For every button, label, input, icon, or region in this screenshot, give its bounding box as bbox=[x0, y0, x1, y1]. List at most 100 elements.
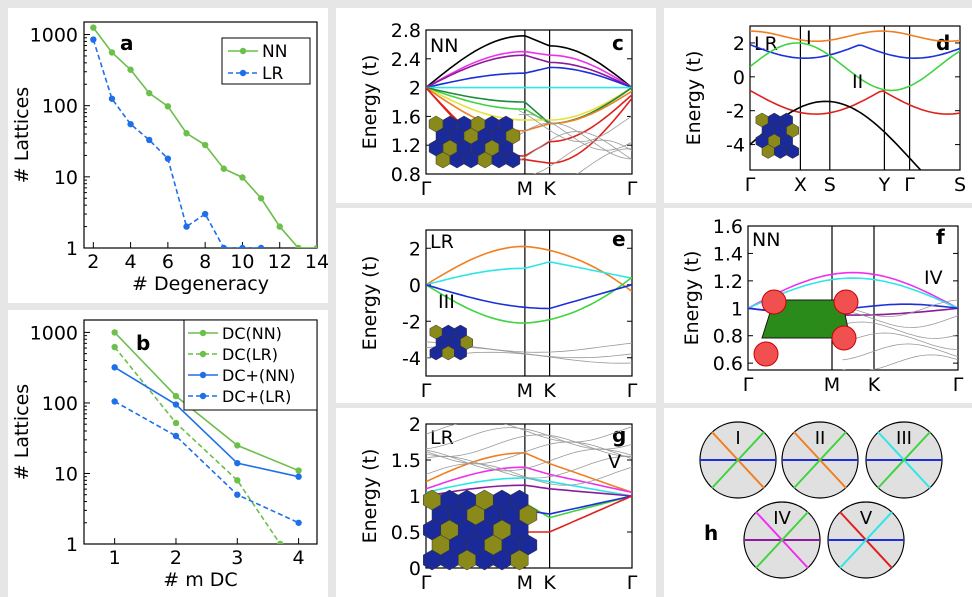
data-point bbox=[146, 89, 153, 97]
series-line bbox=[92, 39, 262, 248]
data-point bbox=[183, 130, 190, 137]
band-line-grey bbox=[426, 455, 632, 479]
y-tick-label: 1.6 bbox=[391, 106, 421, 128]
panel-c: 0.8 1.2 1.6 2 2.4 2.8 Γ M K Γ Energy (t) c NN bbox=[359, 20, 638, 200]
band-line bbox=[426, 66, 632, 89]
y-tick-label: 0 bbox=[733, 67, 745, 89]
panel-letter: g bbox=[612, 423, 626, 447]
kagome-inset bbox=[753, 289, 859, 367]
band-line bbox=[426, 245, 632, 293]
band-line bbox=[750, 30, 960, 42]
band-line-grey bbox=[518, 122, 632, 160]
band-line-grey bbox=[533, 139, 632, 174]
x-tick-label: M bbox=[517, 572, 533, 594]
y-tick-label: 1 bbox=[66, 238, 78, 260]
x-tick-label: K bbox=[543, 380, 556, 402]
x-tick-label: M bbox=[824, 374, 840, 396]
x-axis-label: # m DC bbox=[163, 569, 237, 591]
annotation-label: IV bbox=[924, 267, 943, 289]
legend-marker bbox=[239, 69, 247, 77]
lattice-site bbox=[753, 341, 779, 367]
y-tick-label: 1.5 bbox=[391, 450, 421, 472]
y-axis-label: Energy (t) bbox=[359, 256, 381, 351]
x-tick-label: K bbox=[543, 178, 556, 200]
x-tick-label: K bbox=[543, 572, 556, 594]
x-tick-label: M bbox=[517, 380, 533, 402]
band-line-grey bbox=[842, 299, 958, 317]
data-point bbox=[146, 136, 153, 144]
y-tick-label: 2.8 bbox=[391, 20, 421, 42]
cone-diagram: I bbox=[699, 421, 777, 499]
cone-label: I bbox=[735, 428, 740, 449]
y-tick-label: 2 bbox=[409, 78, 421, 100]
data-point bbox=[201, 141, 209, 149]
x-tick-label: X bbox=[794, 174, 807, 196]
y-tick-label: -2 bbox=[726, 101, 745, 123]
y-tick-label: 0 bbox=[409, 275, 421, 297]
series-line bbox=[114, 400, 299, 524]
x-tick-label: 6 bbox=[162, 251, 174, 273]
data-point bbox=[108, 95, 116, 102]
x-tick-label: Γ bbox=[421, 380, 432, 402]
data-point bbox=[234, 477, 241, 484]
x-axis-label: # Degeneracy bbox=[132, 273, 269, 295]
y-tick-label: 1.2 bbox=[713, 271, 743, 293]
data-point bbox=[295, 473, 302, 480]
legend-label: DC+(LR) bbox=[222, 387, 291, 406]
band-line bbox=[750, 89, 960, 115]
lattice-inset bbox=[429, 324, 473, 361]
x-tick-label: 3 bbox=[231, 547, 243, 569]
y-tick-label: 0 bbox=[409, 558, 421, 580]
y-tick-label: 2 bbox=[409, 238, 421, 260]
x-tick-label: Γ bbox=[953, 374, 964, 396]
band-line-grey bbox=[842, 354, 958, 370]
series-DC+(NN) bbox=[111, 364, 302, 480]
band-line-grey bbox=[842, 310, 958, 328]
plot-frame bbox=[425, 29, 633, 175]
x-tick-label: K bbox=[868, 374, 881, 396]
x-tick-label: 8 bbox=[199, 251, 211, 273]
series-DC+(LR) bbox=[111, 398, 302, 526]
model-label: NN bbox=[430, 35, 458, 57]
x-tick-label: Y bbox=[878, 174, 891, 196]
y-tick-label: 0.8 bbox=[391, 164, 421, 186]
cone-diagram: V bbox=[827, 501, 905, 579]
y-tick-label: -4 bbox=[726, 135, 745, 157]
series-line bbox=[114, 331, 299, 472]
cone-line bbox=[755, 511, 809, 569]
band-line bbox=[426, 86, 632, 125]
panel-f: 0.6 0.8 1 1.2 1.4 1.6 Γ M K Γ Energy (t) f NN IV bbox=[681, 216, 964, 396]
data-point bbox=[90, 24, 97, 31]
model-label: LR bbox=[430, 231, 454, 253]
panel-e: -4 -2 0 2 Γ M K Γ Energy (t) e LR III bbox=[359, 227, 638, 402]
data-point bbox=[201, 210, 209, 218]
band-line-grey bbox=[842, 332, 958, 350]
band-line-grey bbox=[576, 148, 632, 174]
band-line-grey bbox=[518, 131, 632, 162]
y-tick-label: -4 bbox=[402, 348, 421, 370]
data-point bbox=[313, 244, 317, 248]
lattice-inset bbox=[755, 112, 799, 159]
annotation-label: II bbox=[852, 71, 863, 93]
y-tick-label: 2 bbox=[409, 414, 421, 436]
lattice-site bbox=[761, 289, 787, 315]
band-line-grey bbox=[518, 110, 632, 143]
data-point bbox=[277, 540, 284, 544]
y-axis-label: Energy (t) bbox=[359, 449, 381, 544]
band-line bbox=[750, 43, 960, 60]
x-tick-label: 2 bbox=[170, 547, 182, 569]
y-tick-label: 1.2 bbox=[391, 135, 421, 157]
y-axis-label: Energy (t) bbox=[681, 251, 703, 346]
band-line-grey bbox=[518, 113, 632, 151]
y-axis-label: Energy (t) bbox=[359, 55, 381, 150]
lattice-hex bbox=[510, 549, 529, 571]
lattice-inset bbox=[428, 115, 521, 169]
x-tick-label: Γ bbox=[627, 380, 638, 402]
cone-label: II bbox=[815, 428, 826, 449]
band-line bbox=[426, 451, 632, 494]
data-point bbox=[220, 244, 227, 248]
y-axis-label: # Lattices bbox=[11, 87, 33, 183]
